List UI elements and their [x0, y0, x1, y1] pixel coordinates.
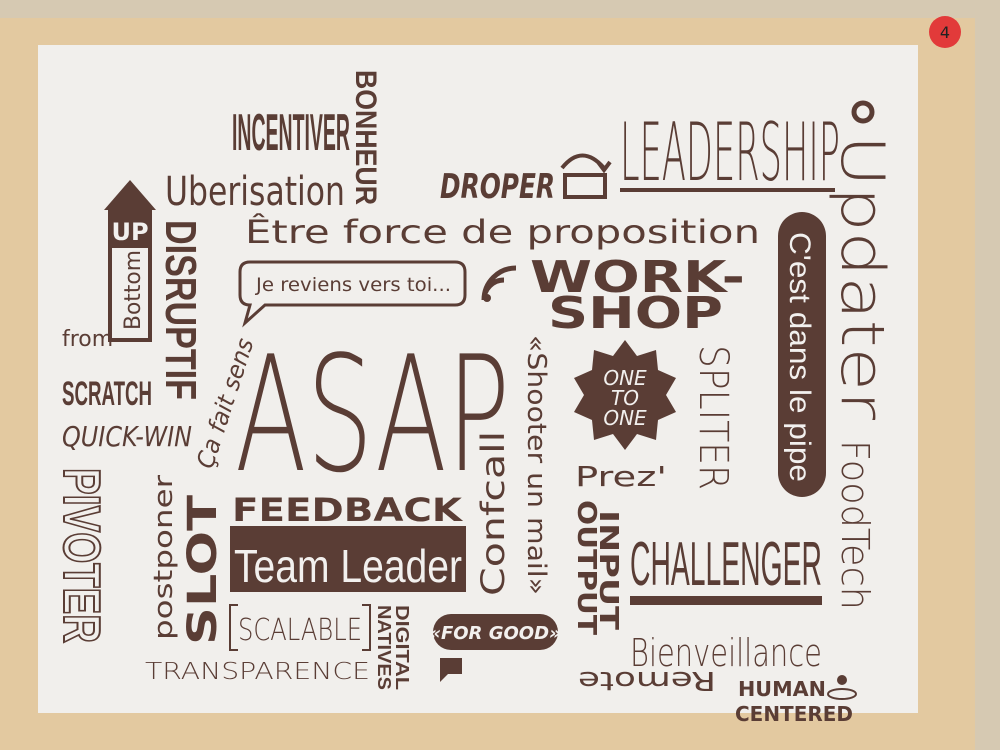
word: from: [62, 327, 113, 352]
word: WORK-: [530, 252, 745, 303]
word: Updater: [827, 135, 897, 420]
word: TO: [611, 386, 639, 410]
word: SHOP: [548, 288, 723, 339]
rule: [630, 596, 822, 605]
word: ONE: [603, 406, 647, 430]
pill: [433, 614, 558, 650]
word: SLOT: [180, 494, 226, 645]
word: CHALLENGER: [630, 530, 822, 599]
word: BONHEUR: [349, 70, 382, 205]
word: postponer: [149, 475, 179, 640]
rule: [620, 188, 835, 192]
chat-icon: [440, 658, 462, 682]
box-fill: [110, 210, 150, 248]
word: INPUT: [593, 510, 623, 630]
wifi-dot: [483, 294, 491, 302]
brackets: [229, 604, 371, 651]
word: Être force de proposition: [245, 213, 760, 251]
word: HUMAN: [738, 677, 826, 701]
word: TRANSPARENCE: [145, 659, 370, 685]
word: Je reviens vers toi...: [255, 274, 451, 296]
arrow: [104, 180, 156, 210]
word: NATIVES: [374, 605, 394, 690]
word: Bottom: [121, 250, 146, 330]
word: Bienveillance: [630, 631, 822, 675]
word: UP: [111, 218, 148, 246]
word: C'est dans le pipe: [783, 232, 816, 482]
pill: [778, 212, 826, 497]
word: OUTPUT: [571, 500, 601, 635]
word: LEADERSHIP: [620, 106, 840, 199]
word: Confcall: [474, 431, 512, 596]
word: Uberisation: [165, 169, 345, 215]
word: Team Leader: [234, 540, 462, 592]
word: PIVOTER: [52, 468, 110, 643]
word: DISRUPTIF: [156, 220, 205, 400]
block: [230, 526, 466, 592]
folder-icon: [560, 153, 612, 199]
person-ring: [827, 688, 857, 700]
star-badge: [574, 340, 676, 450]
word: Prez': [575, 460, 667, 493]
word: DROPER: [440, 167, 555, 207]
word: Remote: [578, 665, 716, 695]
word: ASAP: [235, 321, 510, 508]
sticker-label: 4: [940, 23, 950, 42]
sticker: [929, 16, 961, 48]
word: SCALABLE: [238, 613, 362, 648]
word: DIGITAL: [392, 605, 412, 690]
word: CENTERED: [735, 702, 853, 726]
word: INCENTIVER: [232, 104, 350, 162]
word: SCRATCH: [62, 375, 152, 413]
word: FEEDBACK: [232, 491, 463, 529]
word: ONE: [603, 366, 647, 390]
gear-icon: [851, 100, 875, 124]
word: QUICK-WIN: [62, 420, 192, 453]
word: «FOR GOOD»: [429, 623, 560, 644]
speech-bubble: [238, 260, 467, 328]
person-icon: [837, 675, 847, 685]
word: SPLITER: [690, 345, 736, 490]
word: FoodTech: [833, 440, 877, 610]
word: «Shooter un mail»: [521, 335, 551, 595]
